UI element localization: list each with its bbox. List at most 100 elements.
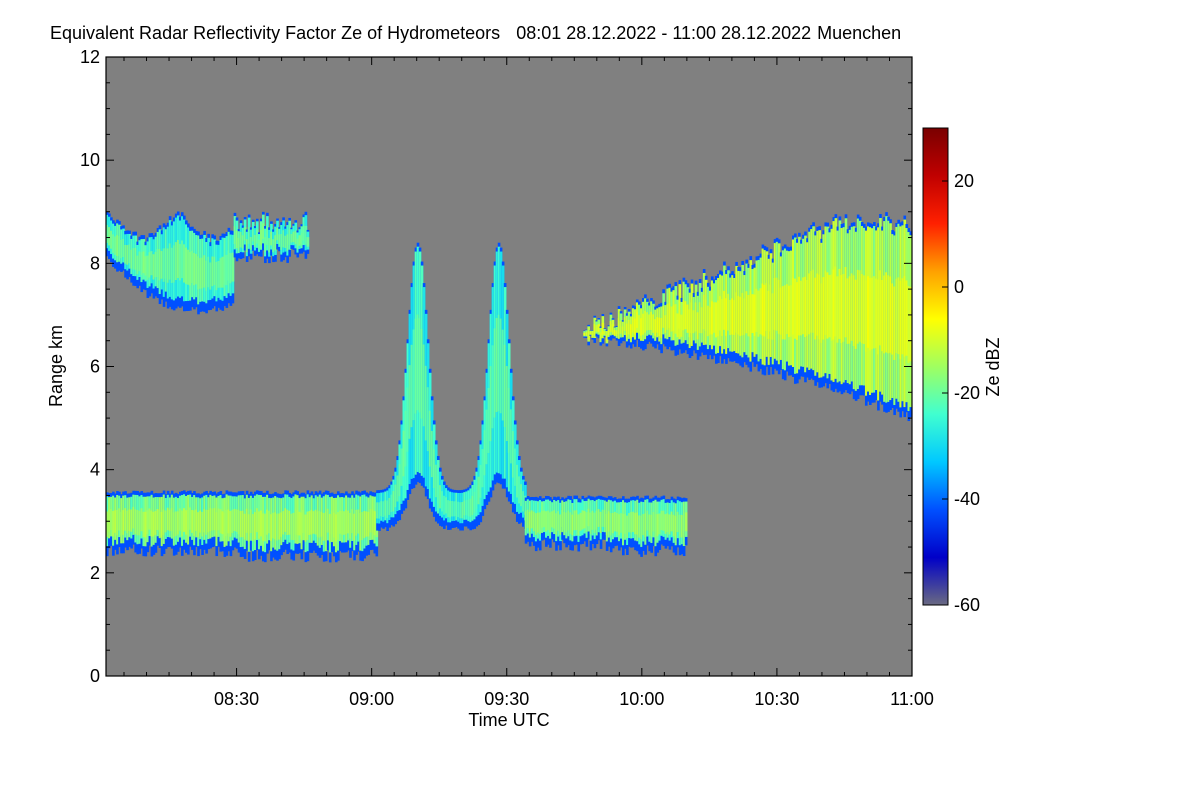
echo-core — [629, 324, 633, 339]
echo-core — [710, 301, 714, 335]
echo-core — [624, 513, 627, 534]
echo-core — [781, 286, 785, 340]
echo-core — [721, 299, 724, 336]
echo-core — [152, 511, 156, 537]
echo-core — [278, 234, 281, 245]
echo-core — [160, 511, 164, 538]
echo-core — [640, 318, 643, 336]
echo-core — [670, 511, 674, 532]
echo-core — [597, 324, 601, 333]
echo-core — [239, 231, 243, 248]
echo-core — [652, 314, 655, 333]
echo-core — [465, 500, 468, 516]
echo-core — [601, 322, 605, 335]
chart-title: Equivalent Radar Reflectivity Factor Ze … — [50, 23, 901, 43]
echo-core — [650, 514, 654, 537]
echo-core — [241, 235, 245, 249]
echo-core — [873, 276, 876, 349]
echo-core — [789, 285, 793, 337]
echo-core — [634, 512, 637, 535]
echo-core — [680, 314, 684, 337]
echo-core — [638, 515, 641, 538]
x-axis-label: Time UTC — [468, 710, 549, 730]
echo-core — [621, 326, 625, 335]
echo-core — [217, 260, 221, 288]
echo-core — [223, 255, 227, 285]
echo-core — [128, 509, 131, 531]
echo-core — [648, 314, 651, 331]
echo-core — [193, 510, 196, 536]
echo-core — [854, 279, 858, 349]
echo-core — [298, 235, 302, 246]
echo-core — [467, 499, 470, 517]
colorbar — [922, 127, 949, 606]
echo-core — [589, 331, 593, 335]
echo-core — [901, 278, 905, 355]
echo-core — [382, 501, 385, 517]
echo-core — [201, 257, 204, 289]
echo-core — [524, 511, 528, 530]
echo-core — [110, 508, 113, 531]
echo-core — [708, 307, 712, 335]
echo-core — [249, 509, 253, 534]
echo-core — [227, 509, 231, 534]
echo-core — [666, 513, 670, 533]
echo-core — [310, 509, 314, 535]
echo-core — [698, 302, 702, 334]
echo-core — [483, 430, 487, 476]
echo-core — [233, 508, 237, 531]
x-tick-label: 09:00 — [349, 689, 394, 709]
echo-core — [536, 512, 540, 533]
echo-core — [223, 512, 227, 538]
echo-core — [257, 239, 261, 250]
echo-core — [623, 317, 627, 331]
echo-core — [567, 510, 570, 531]
echo-core — [678, 300, 682, 329]
echo-core — [241, 510, 245, 538]
echo-core — [824, 270, 828, 335]
echo-core — [879, 270, 882, 346]
echo-core — [515, 464, 519, 498]
echo-core — [158, 248, 162, 281]
echo-core — [731, 298, 734, 335]
echo-core — [804, 276, 807, 338]
echo-core — [662, 305, 665, 328]
echo-core — [664, 315, 667, 334]
echo-core — [838, 268, 842, 339]
echo-core — [631, 317, 635, 333]
echo-core — [613, 330, 617, 335]
echo-core — [221, 511, 225, 535]
echo-core — [775, 277, 779, 331]
echo-core — [834, 266, 838, 337]
echo-core — [284, 508, 287, 532]
echo-core — [704, 299, 708, 332]
echo-core — [193, 253, 196, 286]
echo-core — [106, 225, 109, 243]
echo-core — [672, 514, 676, 537]
echo-core — [249, 236, 253, 250]
echo-core — [166, 507, 170, 531]
echo-core — [182, 508, 186, 532]
echo-core — [174, 242, 178, 281]
echo-core — [609, 513, 613, 536]
echo-core — [658, 317, 661, 337]
echo-core — [593, 512, 597, 533]
echo-core — [235, 509, 239, 532]
y-tick-label: 4 — [90, 460, 100, 480]
echo-core — [686, 304, 690, 333]
echo-core — [201, 511, 204, 537]
echo-core — [380, 501, 383, 517]
echo-core — [826, 272, 830, 339]
echo-core — [164, 510, 168, 533]
echo-core — [905, 280, 909, 356]
echo-core — [136, 509, 140, 536]
echo-core — [243, 227, 247, 241]
echo-layer — [583, 212, 912, 422]
echo-core — [328, 513, 332, 542]
echo-core — [777, 279, 781, 334]
echo-core — [205, 260, 208, 291]
echo-core — [737, 295, 740, 335]
x-tick-label: 08:30 — [214, 689, 259, 709]
echo-core — [225, 509, 229, 537]
echo-core — [881, 279, 884, 352]
